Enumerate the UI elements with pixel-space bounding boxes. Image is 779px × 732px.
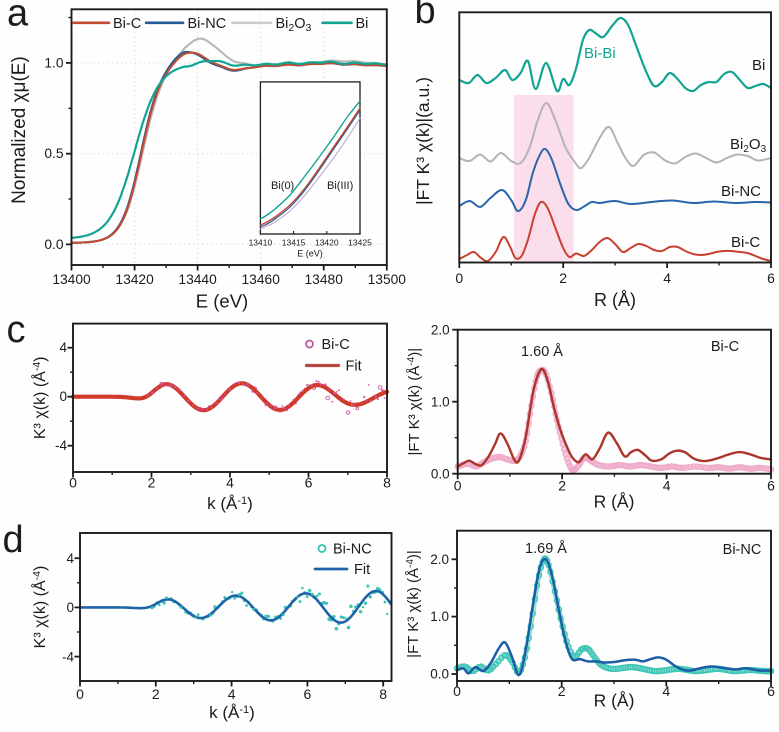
svg-text:K³ χ(k) (Å-4): K³ χ(k) (Å-4)	[30, 356, 49, 439]
svg-text:E (eV): E (eV)	[297, 249, 323, 259]
svg-text:1.0: 1.0	[431, 394, 450, 409]
svg-text:|FT K³ χ(k) (Å-4)|: |FT K³ χ(k) (Å-4)|	[406, 348, 423, 456]
svg-text:Bi-NC: Bi-NC	[721, 183, 761, 200]
svg-text:13410: 13410	[249, 238, 273, 248]
svg-text:-4: -4	[55, 438, 67, 453]
svg-text:6: 6	[305, 475, 313, 491]
svg-text:0: 0	[59, 389, 67, 404]
svg-text:-4: -4	[62, 650, 74, 665]
svg-text:1.0: 1.0	[44, 56, 64, 71]
svg-text:0.0: 0.0	[44, 237, 64, 252]
svg-text:4: 4	[228, 686, 236, 702]
svg-text:0: 0	[69, 475, 77, 491]
svg-text:2: 2	[558, 683, 566, 699]
svg-text:Bi: Bi	[356, 16, 369, 32]
svg-text:13425: 13425	[348, 238, 372, 248]
svg-text:8: 8	[383, 475, 391, 491]
svg-text:13400: 13400	[52, 272, 91, 287]
svg-text:|FT K³ χ(k)|(a.u.): |FT K³ χ(k)|(a.u.)	[413, 77, 433, 205]
svg-text:13500: 13500	[368, 272, 407, 287]
svg-text:0: 0	[455, 270, 463, 286]
svg-text:4: 4	[663, 270, 671, 286]
svg-text:6: 6	[767, 270, 775, 286]
svg-text:4: 4	[663, 478, 671, 494]
svg-text:Bi-NC: Bi-NC	[723, 542, 762, 558]
svg-text:0.0: 0.0	[430, 667, 449, 682]
svg-text:Bi-NC: Bi-NC	[333, 542, 372, 558]
svg-text:E (eV): E (eV)	[196, 291, 248, 312]
svg-text:4: 4	[59, 340, 67, 355]
svg-text:Bi-C: Bi-C	[322, 337, 350, 353]
svg-text:Bi-Bi: Bi-Bi	[584, 45, 616, 62]
svg-text:6: 6	[767, 478, 775, 494]
svg-text:Fit: Fit	[354, 562, 370, 578]
svg-text:4: 4	[226, 475, 234, 491]
svg-text:4: 4	[66, 551, 74, 566]
svg-text:R (Å): R (Å)	[594, 492, 635, 512]
svg-text:1.69 Å: 1.69 Å	[525, 540, 567, 557]
svg-text:2: 2	[558, 478, 566, 494]
svg-text:1.0: 1.0	[430, 609, 449, 624]
svg-text:2.0: 2.0	[430, 552, 449, 567]
svg-text:b: b	[415, 0, 436, 32]
svg-text:K³ χ(k) (Å-4): K³ χ(k) (Å-4)	[30, 566, 49, 649]
svg-text:6: 6	[304, 686, 312, 702]
svg-text:0: 0	[454, 478, 462, 494]
svg-text:Bi-C: Bi-C	[711, 339, 739, 355]
svg-text:2.0: 2.0	[431, 322, 450, 337]
svg-text:0: 0	[76, 686, 84, 702]
svg-text:1.60 Å: 1.60 Å	[521, 343, 563, 360]
svg-text:Bi-C: Bi-C	[731, 234, 760, 251]
svg-text:R (Å): R (Å)	[594, 290, 636, 310]
svg-text:13440: 13440	[178, 272, 217, 287]
svg-text:|FT K³ χ(k) (Å-4)|: |FT K³ χ(k) (Å-4)|	[405, 550, 422, 658]
svg-text:2: 2	[148, 475, 156, 491]
svg-text:13480: 13480	[305, 272, 344, 287]
svg-text:0.0: 0.0	[431, 466, 450, 481]
svg-text:R (Å): R (Å)	[594, 691, 635, 711]
svg-text:0: 0	[453, 683, 461, 699]
svg-text:Fit: Fit	[346, 359, 362, 375]
svg-text:13420: 13420	[315, 238, 339, 248]
svg-text:c: c	[7, 309, 26, 351]
svg-text:4: 4	[662, 683, 670, 699]
svg-text:Bi2O3: Bi2O3	[276, 16, 312, 34]
svg-text:d: d	[3, 519, 24, 561]
svg-text:13420: 13420	[115, 272, 154, 287]
svg-text:13415: 13415	[282, 238, 306, 248]
svg-text:Bi-C: Bi-C	[113, 16, 141, 32]
svg-text:Bi2O3: Bi2O3	[730, 136, 767, 155]
svg-text:0.5: 0.5	[44, 146, 64, 161]
svg-text:Bi(0): Bi(0)	[271, 180, 294, 192]
svg-text:2: 2	[152, 686, 160, 702]
svg-text:13460: 13460	[242, 272, 281, 287]
svg-text:Normalized χμ(E): Normalized χμ(E)	[9, 56, 30, 204]
svg-text:0: 0	[66, 600, 74, 615]
svg-text:8: 8	[379, 686, 387, 702]
svg-text:Bi(III): Bi(III)	[327, 180, 353, 192]
svg-text:6: 6	[767, 683, 775, 699]
svg-text:Bi: Bi	[752, 57, 765, 74]
svg-text:Bi-NC: Bi-NC	[188, 16, 227, 32]
svg-text:2: 2	[559, 270, 567, 286]
svg-text:a: a	[7, 0, 29, 35]
